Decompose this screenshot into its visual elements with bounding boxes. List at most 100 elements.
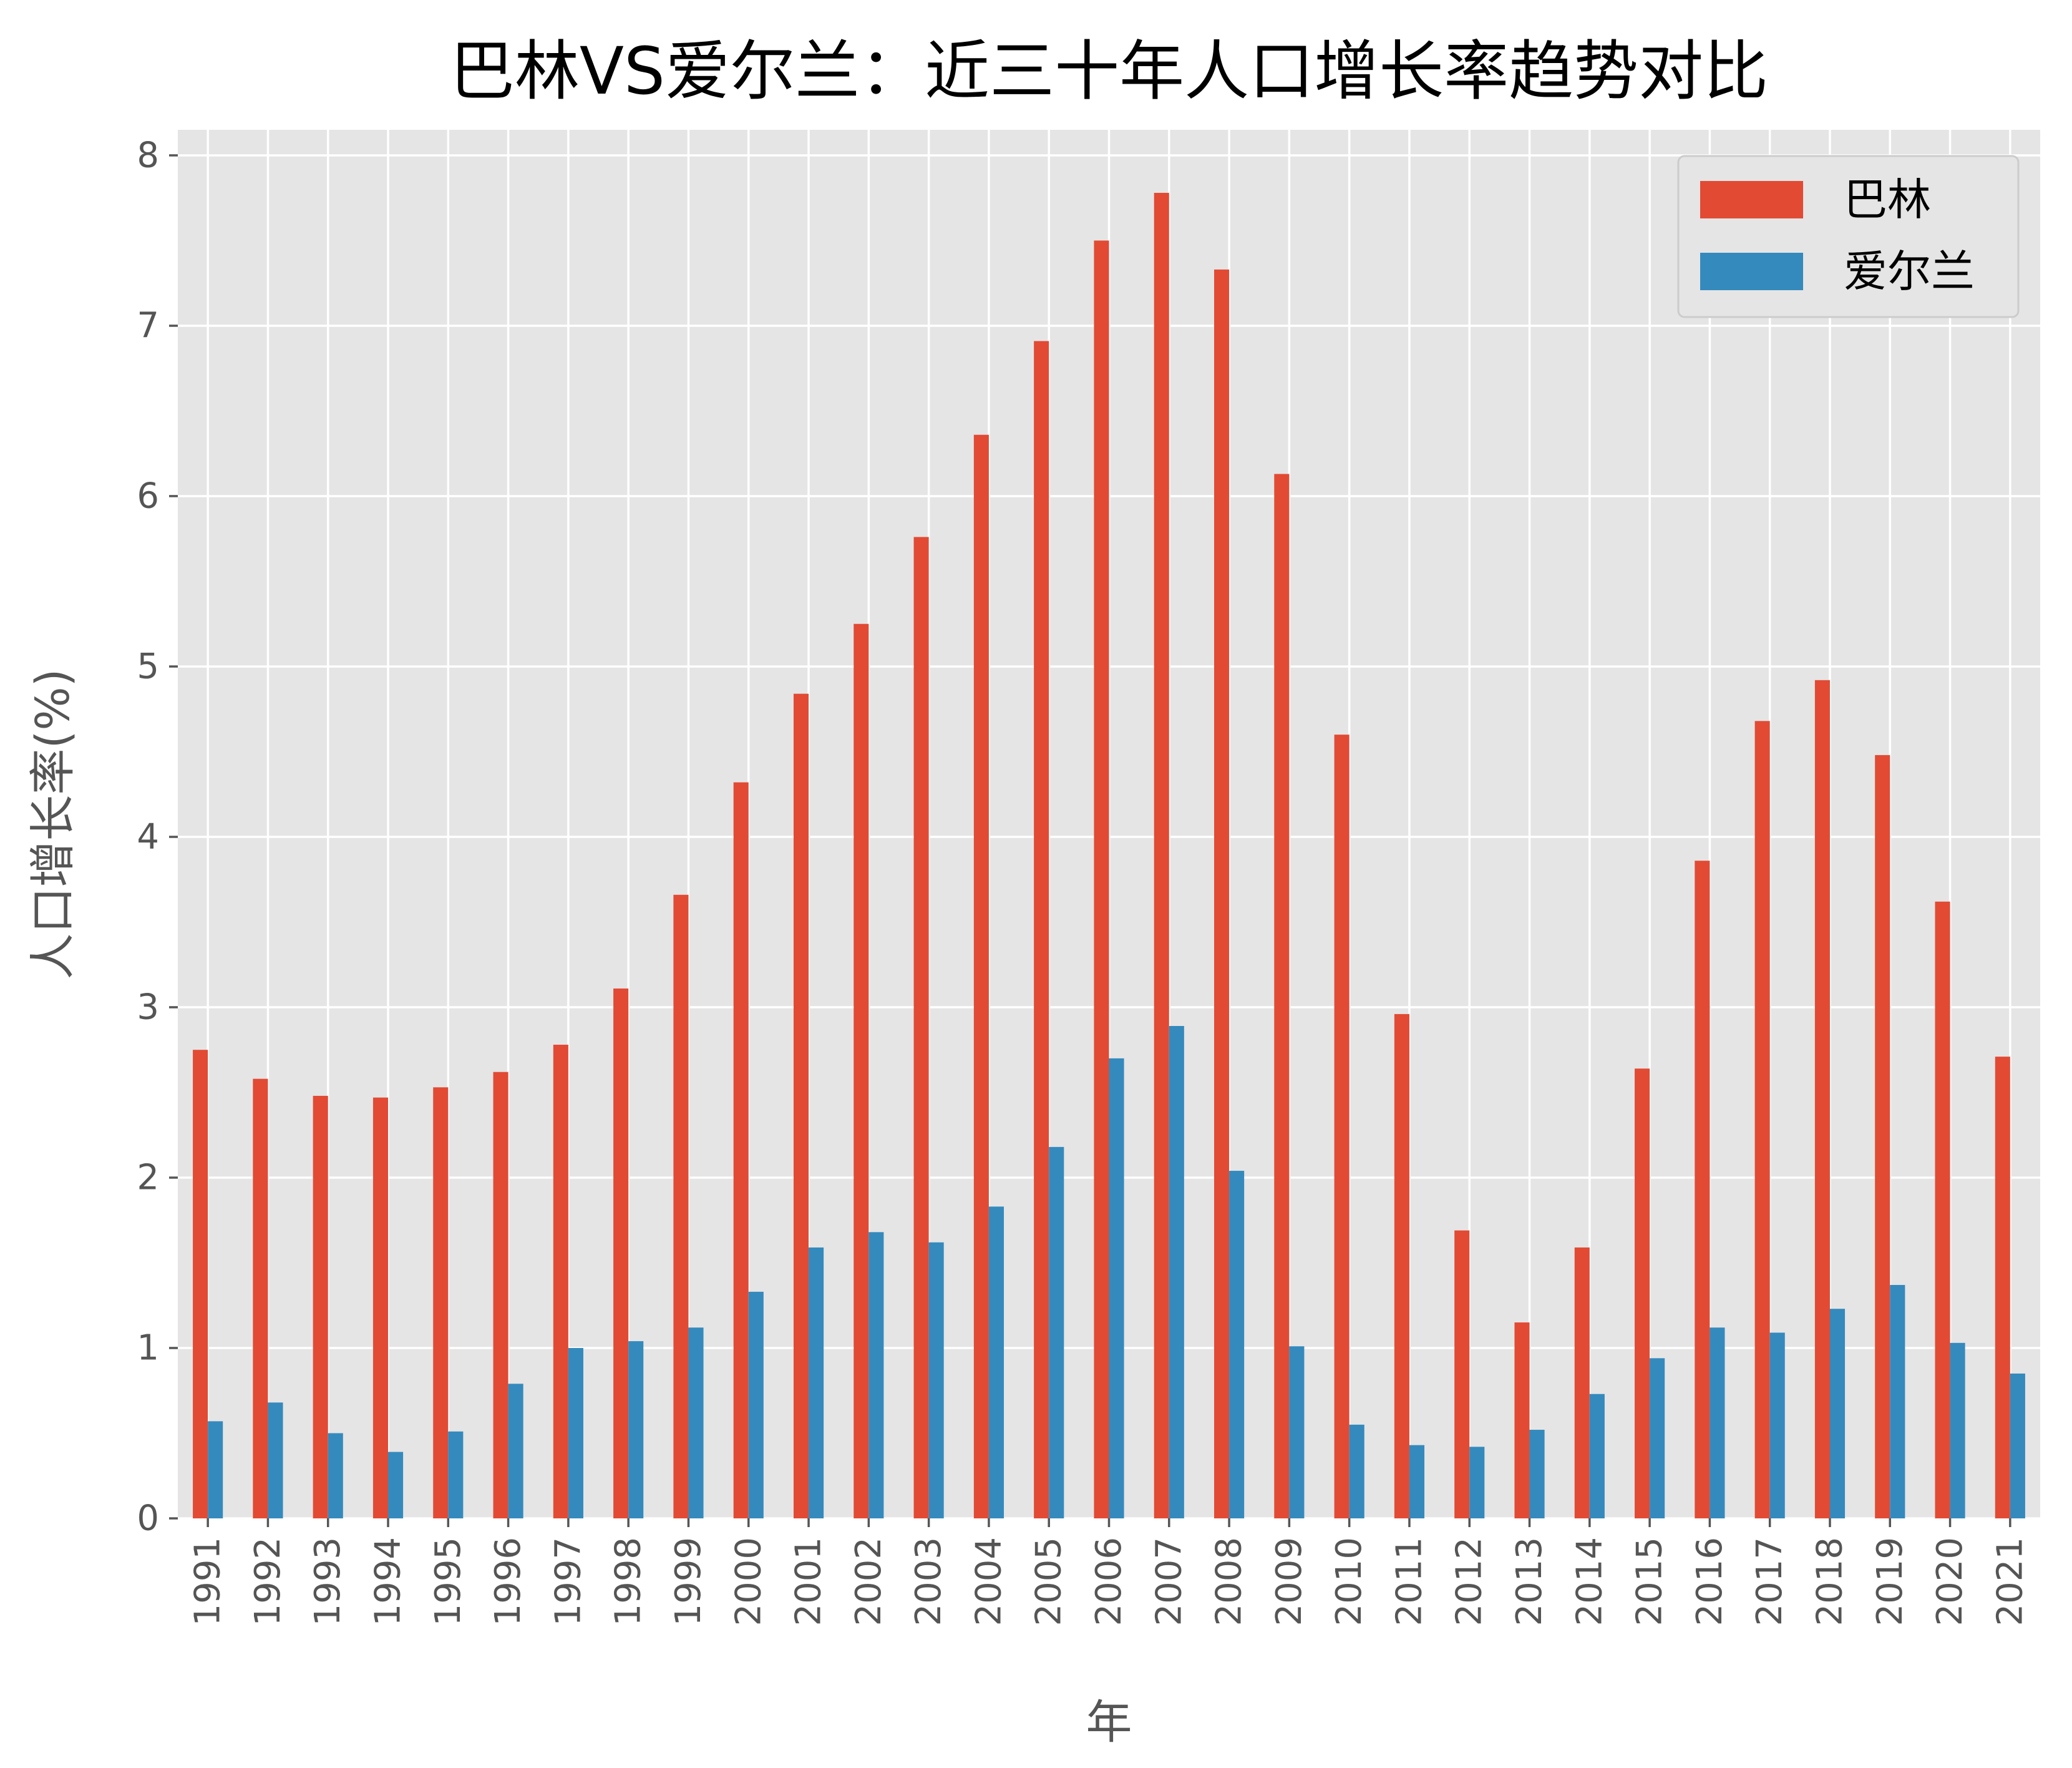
bar-bahrain xyxy=(673,894,689,1518)
bar-ireland xyxy=(1710,1327,1725,1518)
x-tick-label: 2015 xyxy=(1630,1537,1670,1626)
bar-ireland xyxy=(1769,1332,1785,1518)
bar-ireland xyxy=(1469,1447,1485,1518)
x-tick-label: 2001 xyxy=(789,1537,829,1626)
x-tick-label: 2019 xyxy=(1870,1537,1910,1626)
bar-bahrain xyxy=(973,434,989,1519)
bar-bahrain xyxy=(253,1078,268,1518)
x-tick-label: 1995 xyxy=(428,1537,469,1626)
x-tick-label: 2009 xyxy=(1269,1537,1310,1626)
x-tick-label: 1993 xyxy=(308,1537,348,1626)
bar-ireland xyxy=(328,1433,343,1518)
legend-swatch-ireland xyxy=(1700,253,1803,290)
bar-ireland xyxy=(268,1402,283,1518)
bar-bahrain xyxy=(1034,341,1049,1518)
bar-ireland xyxy=(1349,1424,1364,1518)
y-tick-label: 3 xyxy=(137,987,159,1027)
bar-bahrain xyxy=(1274,474,1290,1518)
bar-bahrain xyxy=(1814,680,1830,1518)
bar-ireland xyxy=(1950,1342,1965,1518)
y-tick-label: 6 xyxy=(137,476,159,516)
bar-bahrain xyxy=(1334,735,1350,1518)
bar-bahrain xyxy=(1995,1057,2010,1518)
bar-bahrain xyxy=(1094,240,1109,1518)
bar-bahrain xyxy=(1514,1322,1530,1518)
x-tick-label: 2010 xyxy=(1329,1537,1369,1626)
y-tick-label: 8 xyxy=(137,135,159,175)
bar-bahrain xyxy=(313,1095,328,1518)
bar-ireland xyxy=(988,1206,1004,1518)
bar-bahrain xyxy=(1935,901,1950,1518)
bar-ireland xyxy=(628,1341,644,1518)
bar-bahrain xyxy=(1754,721,1770,1518)
bar-ireland xyxy=(208,1421,223,1518)
y-tick-label: 7 xyxy=(137,305,159,346)
y-tick-label: 5 xyxy=(137,646,159,686)
x-tick-label: 2002 xyxy=(849,1537,889,1626)
x-tick-label: 2007 xyxy=(1149,1537,1189,1626)
bar-ireland xyxy=(1049,1146,1064,1518)
x-tick-label: 2012 xyxy=(1449,1537,1490,1626)
bar-ireland xyxy=(1650,1358,1665,1518)
x-tick-label: 1999 xyxy=(668,1537,709,1626)
bar-ireland xyxy=(1589,1394,1605,1518)
x-tick-label: 2005 xyxy=(1029,1537,1069,1626)
bar-bahrain xyxy=(493,1072,508,1518)
x-tick-label: 2013 xyxy=(1509,1537,1550,1626)
bar-ireland xyxy=(1109,1058,1124,1518)
bar-ireland xyxy=(448,1431,464,1518)
x-tick-label: 2008 xyxy=(1209,1537,1250,1626)
x-tick-label: 1996 xyxy=(488,1537,528,1626)
x-tick-label: 2011 xyxy=(1389,1537,1429,1626)
bar-ireland xyxy=(1169,1026,1184,1518)
bar-ireland xyxy=(508,1384,523,1518)
bar-bahrain xyxy=(1394,1013,1409,1518)
bar-bahrain xyxy=(613,988,629,1518)
y-tick-label: 2 xyxy=(137,1157,159,1198)
bar-bahrain xyxy=(1875,755,1890,1518)
bar-bahrain xyxy=(553,1045,568,1518)
bar-bahrain xyxy=(193,1050,208,1518)
bar-bahrain xyxy=(372,1097,389,1518)
bar-ireland xyxy=(1890,1284,1905,1518)
x-tick-label: 2006 xyxy=(1089,1537,1129,1626)
bar-ireland xyxy=(688,1327,704,1518)
legend-label-ireland: 爱尔兰 xyxy=(1844,246,1975,297)
legend: 巴林 爱尔兰 xyxy=(1677,155,2020,318)
bar-bahrain xyxy=(793,693,809,1518)
legend-swatch-bahrain xyxy=(1700,181,1803,218)
x-tick-label: 2020 xyxy=(1930,1537,1970,1626)
bar-ireland xyxy=(868,1232,884,1518)
bars xyxy=(193,193,2025,1519)
bar-bahrain xyxy=(1214,269,1230,1519)
bar-ireland xyxy=(388,1452,404,1518)
x-tick-label: 2000 xyxy=(728,1537,769,1626)
bar-bahrain xyxy=(1635,1068,1650,1518)
x-tick-label: 1991 xyxy=(188,1537,228,1626)
chart-title: 巴林VS爱尔兰：近三十年人口增长率趋势对比 xyxy=(450,33,1768,109)
legend-label-bahrain: 巴林 xyxy=(1844,174,1931,225)
x-tick-label: 2004 xyxy=(968,1537,1009,1626)
x-tick-label: 2014 xyxy=(1569,1537,1610,1626)
x-tick-label: 2018 xyxy=(1809,1537,1850,1626)
bar-ireland xyxy=(1289,1346,1305,1518)
x-tick-label: 2021 xyxy=(1990,1537,2030,1626)
x-tick-label: 2003 xyxy=(908,1537,949,1626)
x-tick-label: 2016 xyxy=(1690,1537,1730,1626)
bar-ireland xyxy=(1829,1309,1846,1518)
bar-ireland xyxy=(2010,1373,2025,1518)
bar-bahrain xyxy=(733,782,749,1518)
bar-ireland xyxy=(1409,1445,1425,1518)
x-tick-label: 1997 xyxy=(548,1537,588,1626)
bar-bahrain xyxy=(1695,861,1710,1518)
y-tick-label: 1 xyxy=(137,1327,159,1368)
bar-ireland xyxy=(928,1242,944,1518)
bar-ireland xyxy=(1529,1430,1545,1518)
x-tick-label: 2017 xyxy=(1749,1537,1790,1626)
bar-ireland xyxy=(568,1347,583,1518)
x-tick-label: 1998 xyxy=(608,1537,649,1626)
bar-ireland xyxy=(1229,1171,1245,1518)
y-tick-label: 0 xyxy=(137,1498,159,1539)
bar-bahrain xyxy=(1154,193,1169,1519)
